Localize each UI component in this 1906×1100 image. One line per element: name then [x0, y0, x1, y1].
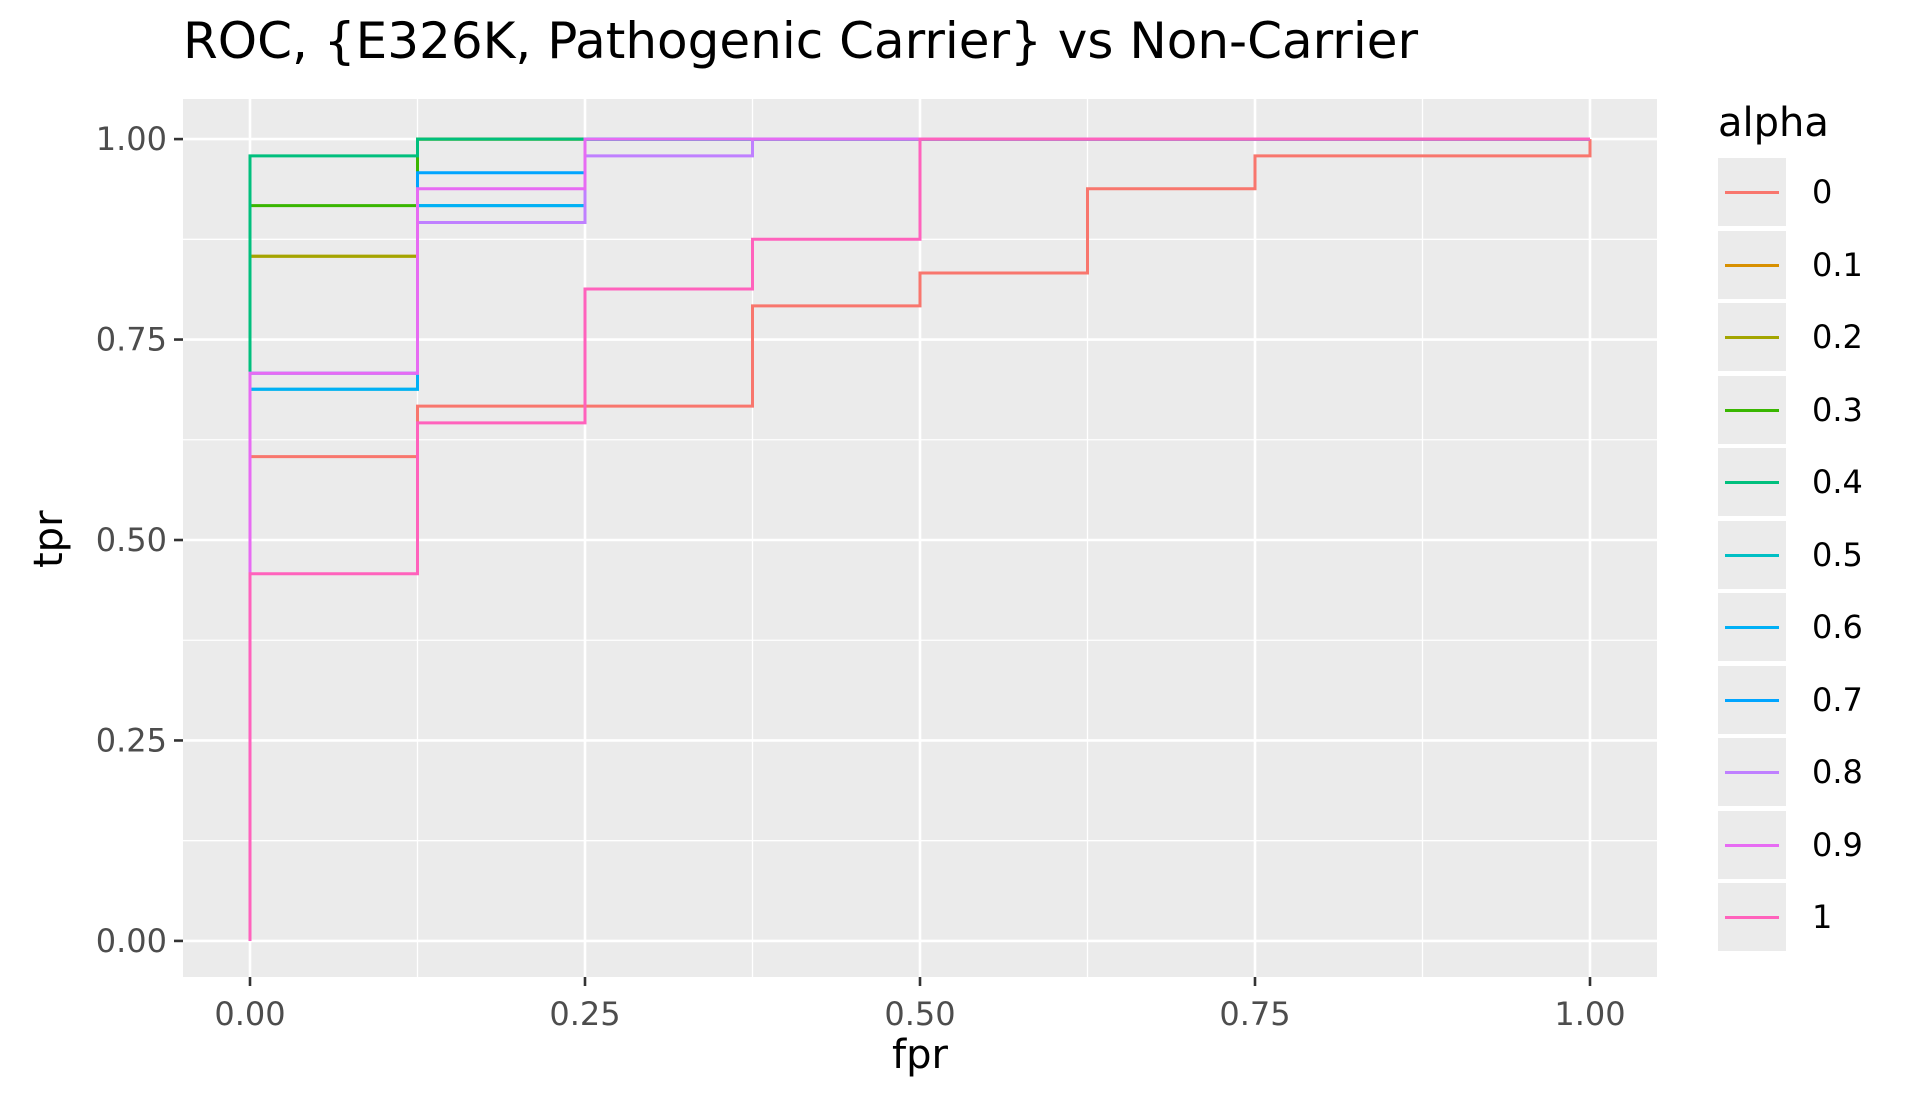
legend-label: 0.5	[1812, 535, 1863, 574]
legend-item: 0.7	[1718, 664, 1863, 737]
legend-label: 1	[1812, 898, 1833, 937]
x-tick-label: 1.00	[1554, 995, 1625, 1033]
chart-title: ROC, {E326K, Pathogenic Carrier} vs Non-…	[183, 12, 1419, 70]
legend-key	[1718, 665, 1786, 734]
x-tick-label: 0.75	[1219, 995, 1290, 1033]
y-tick-label: 0.75	[96, 321, 167, 359]
legend-label: 0.6	[1812, 608, 1863, 647]
legend-label: 0.1	[1812, 245, 1863, 284]
legend-key	[1718, 883, 1786, 952]
legend-item: 0.4	[1718, 446, 1863, 519]
x-axis-label: fpr	[892, 1032, 948, 1078]
legend-items: 0 0.1 0.2 0.3 0.4 0.5 0.6 0.7 0.8 0.9 1	[1718, 156, 1863, 954]
legend-swatch	[1725, 481, 1779, 485]
legend-key	[1718, 375, 1786, 444]
legend-item: 0.9	[1718, 809, 1863, 882]
x-tick-label: 0.50	[884, 995, 955, 1033]
y-tick-label: 1.00	[96, 120, 167, 158]
legend-label: 0	[1812, 173, 1833, 212]
legend-key	[1718, 230, 1786, 299]
legend-item: 0.5	[1718, 519, 1863, 592]
y-tick-label: 0.50	[96, 521, 167, 559]
legend-swatch	[1725, 336, 1779, 340]
x-tick-label: 0.00	[214, 995, 285, 1033]
legend-item: 0.2	[1718, 301, 1863, 374]
y-axis: 0.00 0.25 0.50 0.75 1.00	[96, 120, 183, 960]
y-tick-label: 0.25	[96, 721, 167, 759]
legend-swatch	[1725, 263, 1779, 267]
legend-swatch	[1725, 843, 1779, 847]
legend-key	[1718, 593, 1786, 662]
roc-series-0.9	[248, 137, 1590, 941]
legend-swatch	[1725, 191, 1779, 195]
legend-label: 0.2	[1812, 318, 1863, 357]
legend-label: 0.4	[1812, 463, 1863, 502]
x-tick-label: 0.25	[549, 995, 620, 1033]
legend-item: 0.3	[1718, 374, 1863, 447]
legend-swatch	[1725, 626, 1779, 630]
legend-key	[1718, 158, 1786, 227]
legend-key	[1718, 738, 1786, 807]
legend-title: alpha	[1718, 100, 1829, 146]
legend-swatch	[1725, 771, 1779, 775]
legend-label: 0.3	[1812, 390, 1863, 429]
y-axis-label: tpr	[26, 510, 72, 568]
legend: alpha 0 0.1 0.2 0.3 0.4 0.5 0.6 0.7 0.8 0.9 1	[1718, 100, 1863, 954]
legend-swatch	[1725, 916, 1779, 920]
legend-key	[1718, 810, 1786, 879]
legend-item: 0.1	[1718, 229, 1863, 302]
legend-swatch	[1725, 698, 1779, 702]
legend-item: 1	[1718, 881, 1863, 954]
x-axis: 0.00 0.25 0.50 0.75 1.00	[214, 977, 1626, 1033]
y-tick-label: 0.00	[96, 922, 167, 960]
legend-item: 0.6	[1718, 591, 1863, 664]
roc-curves	[248, 137, 1592, 941]
legend-key	[1718, 520, 1786, 589]
roc-series-1	[248, 137, 1590, 941]
legend-label: 0.9	[1812, 825, 1863, 864]
legend-swatch	[1725, 408, 1779, 412]
legend-label: 0.8	[1812, 753, 1863, 792]
legend-key	[1718, 448, 1786, 517]
legend-key	[1718, 303, 1786, 372]
legend-label: 0.7	[1812, 680, 1863, 719]
legend-swatch	[1725, 553, 1779, 557]
legend-item: 0.8	[1718, 736, 1863, 809]
legend-item: 0	[1718, 156, 1863, 229]
